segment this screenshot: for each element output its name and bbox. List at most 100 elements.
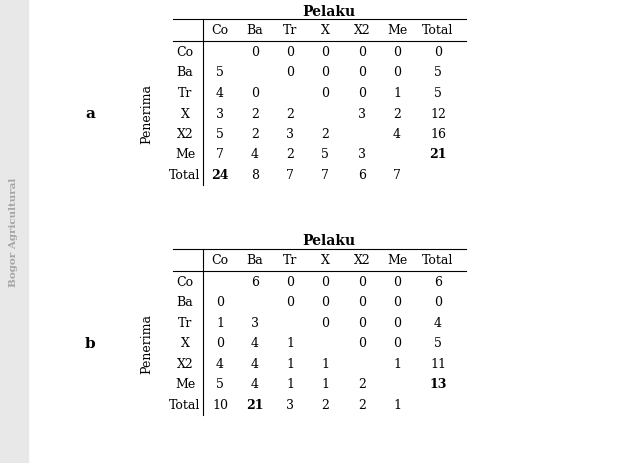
Text: Ba: Ba: [176, 66, 193, 79]
Text: X: X: [321, 254, 329, 267]
Text: 1: 1: [286, 357, 294, 370]
Text: X2: X2: [176, 357, 193, 370]
Text: 0: 0: [286, 275, 294, 288]
Text: 6: 6: [358, 169, 366, 181]
Text: 10: 10: [212, 398, 228, 411]
Text: 3: 3: [286, 398, 294, 411]
Text: 0: 0: [358, 275, 366, 288]
Text: 24: 24: [211, 169, 229, 181]
Text: 5: 5: [216, 66, 224, 79]
Text: 5: 5: [321, 148, 329, 161]
Text: Co: Co: [212, 254, 229, 267]
Text: 7: 7: [216, 148, 224, 161]
Text: X: X: [181, 107, 190, 120]
Text: 1: 1: [286, 337, 294, 350]
Text: Ba: Ba: [246, 25, 263, 38]
Text: 1: 1: [321, 357, 329, 370]
Text: 16: 16: [430, 128, 446, 141]
Bar: [0, 0, 28, 463]
Text: 4: 4: [216, 357, 224, 370]
Text: 5: 5: [216, 128, 224, 141]
Text: 0: 0: [251, 46, 259, 59]
Text: 1: 1: [216, 316, 224, 329]
Text: 0: 0: [393, 66, 401, 79]
Text: Tr: Tr: [283, 25, 297, 38]
Text: 0: 0: [286, 46, 294, 59]
Text: 0: 0: [321, 316, 329, 329]
Text: Total: Total: [422, 254, 454, 267]
Text: 0: 0: [216, 337, 224, 350]
Text: 7: 7: [321, 169, 329, 181]
Text: Ba: Ba: [176, 296, 193, 309]
Text: Co: Co: [176, 46, 193, 59]
Text: 4: 4: [434, 316, 442, 329]
Text: Tr: Tr: [178, 87, 192, 100]
Text: 6: 6: [251, 275, 259, 288]
Text: 8: 8: [251, 169, 259, 181]
Text: 0: 0: [393, 296, 401, 309]
Text: Total: Total: [422, 25, 454, 38]
Text: 0: 0: [216, 296, 224, 309]
Text: 21: 21: [429, 148, 447, 161]
Text: 3: 3: [358, 107, 366, 120]
Text: 0: 0: [393, 316, 401, 329]
Text: 1: 1: [393, 87, 401, 100]
Text: 0: 0: [286, 296, 294, 309]
Text: X2: X2: [353, 254, 370, 267]
Text: 3: 3: [251, 316, 259, 329]
Text: Me: Me: [387, 25, 407, 38]
Text: b: b: [84, 336, 95, 350]
Text: 5: 5: [434, 87, 442, 100]
Text: 1: 1: [321, 378, 329, 391]
Text: X2: X2: [353, 25, 370, 38]
Text: 4: 4: [393, 128, 401, 141]
Text: 2: 2: [251, 107, 259, 120]
Text: 0: 0: [286, 66, 294, 79]
Text: 0: 0: [393, 337, 401, 350]
Text: Tr: Tr: [283, 254, 297, 267]
Text: 2: 2: [321, 128, 329, 141]
Text: Co: Co: [212, 25, 229, 38]
Text: 2: 2: [286, 107, 294, 120]
Text: 0: 0: [321, 296, 329, 309]
Text: a: a: [85, 107, 95, 121]
Text: 7: 7: [393, 169, 401, 181]
Text: 3: 3: [358, 148, 366, 161]
Text: 0: 0: [358, 296, 366, 309]
Text: Me: Me: [175, 378, 195, 391]
Text: 5: 5: [434, 66, 442, 79]
Text: 0: 0: [393, 46, 401, 59]
Text: 4: 4: [251, 337, 259, 350]
Text: 4: 4: [251, 378, 259, 391]
Text: X: X: [181, 337, 190, 350]
Text: Co: Co: [176, 275, 193, 288]
Text: 2: 2: [358, 398, 366, 411]
Text: 3: 3: [216, 107, 224, 120]
Text: 4: 4: [216, 87, 224, 100]
Text: 4: 4: [251, 148, 259, 161]
Text: 2: 2: [393, 107, 401, 120]
Text: 12: 12: [430, 107, 446, 120]
Text: Total: Total: [169, 398, 201, 411]
Text: 6: 6: [434, 275, 442, 288]
Text: Tr: Tr: [178, 316, 192, 329]
Text: 0: 0: [393, 275, 401, 288]
Text: 11: 11: [430, 357, 446, 370]
Text: Pelaku: Pelaku: [302, 234, 355, 248]
Text: Bogor Agricultural: Bogor Agricultural: [9, 177, 18, 286]
Text: 0: 0: [321, 46, 329, 59]
Text: 5: 5: [216, 378, 224, 391]
Text: 1: 1: [393, 398, 401, 411]
Text: Me: Me: [387, 254, 407, 267]
Text: Penerima: Penerima: [140, 313, 154, 373]
Text: 0: 0: [358, 46, 366, 59]
Text: Me: Me: [175, 148, 195, 161]
Text: 13: 13: [429, 378, 447, 391]
Text: X2: X2: [176, 128, 193, 141]
Text: 2: 2: [321, 398, 329, 411]
Text: 21: 21: [246, 398, 264, 411]
Text: 0: 0: [434, 296, 442, 309]
Text: 0: 0: [251, 87, 259, 100]
Text: 7: 7: [286, 169, 294, 181]
Text: Total: Total: [169, 169, 201, 181]
